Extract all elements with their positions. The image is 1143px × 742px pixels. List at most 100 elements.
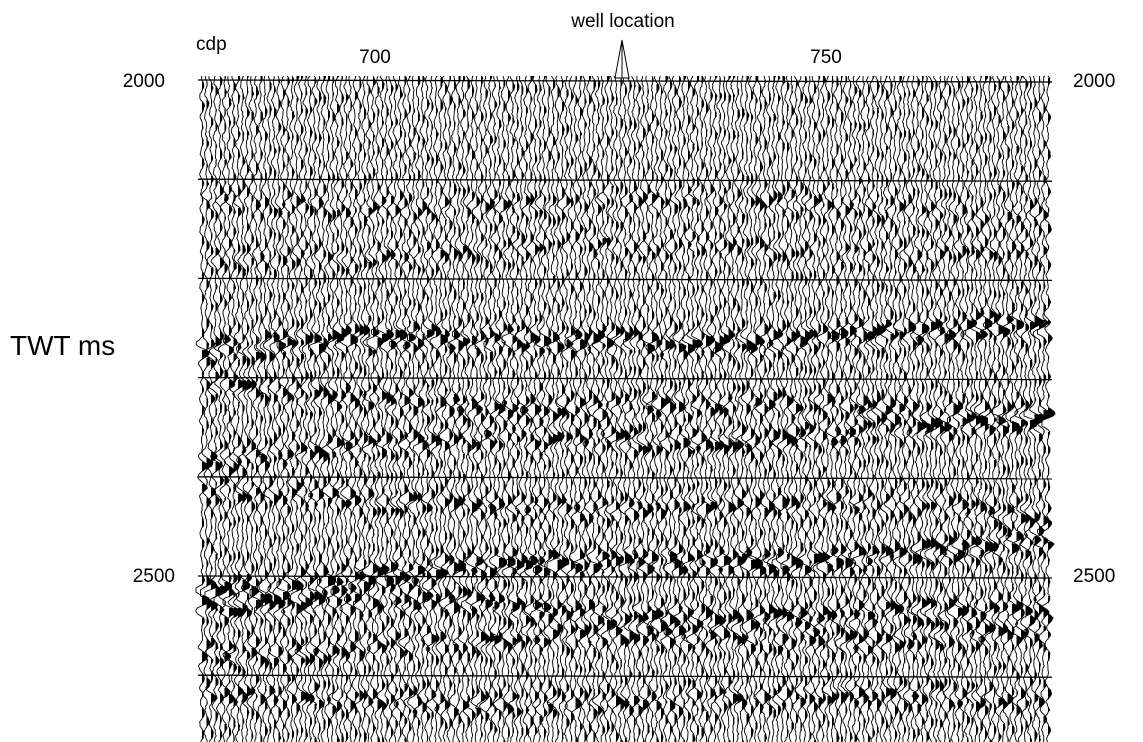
x-tick-label: 700 <box>359 47 391 68</box>
trace <box>519 75 534 742</box>
trace <box>380 75 394 742</box>
trace <box>780 75 795 742</box>
trace <box>678 76 692 742</box>
trace <box>573 75 588 742</box>
trace-fill <box>449 76 456 742</box>
trace-fill <box>562 80 569 742</box>
trace <box>542 75 555 742</box>
trace <box>330 75 345 742</box>
trace <box>213 75 228 742</box>
trace-fill <box>1043 76 1051 742</box>
trace <box>532 76 546 742</box>
annotation: well location <box>570 11 675 32</box>
trace-fill <box>791 76 799 732</box>
trace <box>893 75 908 742</box>
timing-lines <box>197 79 1053 678</box>
trace <box>595 75 611 742</box>
trace-fill <box>1039 76 1046 742</box>
trace <box>798 75 813 742</box>
trace <box>722 75 736 742</box>
trace <box>452 75 466 742</box>
trace-fill <box>755 76 763 742</box>
trace <box>627 75 641 742</box>
trace-fill <box>521 84 529 738</box>
trace <box>204 75 218 742</box>
trace <box>848 75 861 742</box>
trace <box>515 75 529 742</box>
trace <box>227 75 241 742</box>
trace <box>1019 75 1033 742</box>
trace <box>290 75 305 742</box>
trace-fill <box>571 76 576 742</box>
trace-fill <box>422 76 429 742</box>
trace <box>375 75 390 742</box>
trace <box>600 75 615 742</box>
trace <box>789 75 804 742</box>
y-tick-label: 2500 <box>133 566 175 587</box>
trace <box>470 75 484 742</box>
trace <box>753 75 767 742</box>
trace <box>294 75 309 742</box>
trace <box>794 75 808 742</box>
trace-fill <box>566 76 574 742</box>
trace <box>695 75 708 742</box>
trace <box>951 75 966 742</box>
trace-fill <box>976 82 983 736</box>
trace <box>550 75 565 742</box>
trace <box>524 75 538 742</box>
trace-fill <box>845 76 853 742</box>
trace <box>357 75 372 742</box>
trace <box>1001 75 1015 742</box>
trace <box>816 75 831 742</box>
trace-fill <box>674 86 682 742</box>
trace <box>434 75 448 742</box>
trace <box>735 75 748 742</box>
trace <box>384 75 398 742</box>
trace-fill <box>607 76 614 734</box>
trace <box>631 75 647 742</box>
trace <box>888 75 902 742</box>
trace <box>276 75 291 742</box>
trace <box>474 75 488 742</box>
timing-line <box>197 79 1053 83</box>
trace-fill <box>395 84 403 742</box>
timing-line <box>197 575 1053 579</box>
trace-fill <box>355 76 362 740</box>
trace <box>911 75 925 742</box>
trace-fill <box>598 78 605 742</box>
trace <box>861 75 876 742</box>
trace <box>447 75 461 742</box>
trace-fill <box>1030 78 1037 742</box>
trace <box>614 75 628 742</box>
trace <box>1041 75 1056 742</box>
trace <box>749 75 763 742</box>
trace-fill <box>485 76 493 736</box>
trace <box>618 75 633 742</box>
trace-fill <box>670 80 677 738</box>
trace-fill <box>796 80 803 742</box>
trace <box>510 75 525 742</box>
trace-fill <box>692 76 700 742</box>
trace <box>546 75 561 742</box>
trace-fill <box>535 84 542 736</box>
timing-line <box>197 476 1053 480</box>
trace-fill <box>224 76 232 742</box>
trace <box>929 75 943 742</box>
trace <box>1037 75 1051 742</box>
trace-fill <box>652 76 659 740</box>
trace-fill <box>958 80 965 742</box>
trace <box>636 75 650 742</box>
trace-fill <box>719 78 726 742</box>
trace <box>645 75 660 742</box>
trace <box>902 75 916 742</box>
trace <box>591 75 606 742</box>
trace <box>528 75 543 742</box>
timing-line <box>197 674 1053 678</box>
trace-fill <box>301 76 308 738</box>
trace <box>812 75 826 742</box>
trace <box>699 75 714 742</box>
trace <box>852 75 867 742</box>
trace <box>974 75 989 742</box>
trace <box>389 75 404 742</box>
trace-fill <box>377 76 385 742</box>
